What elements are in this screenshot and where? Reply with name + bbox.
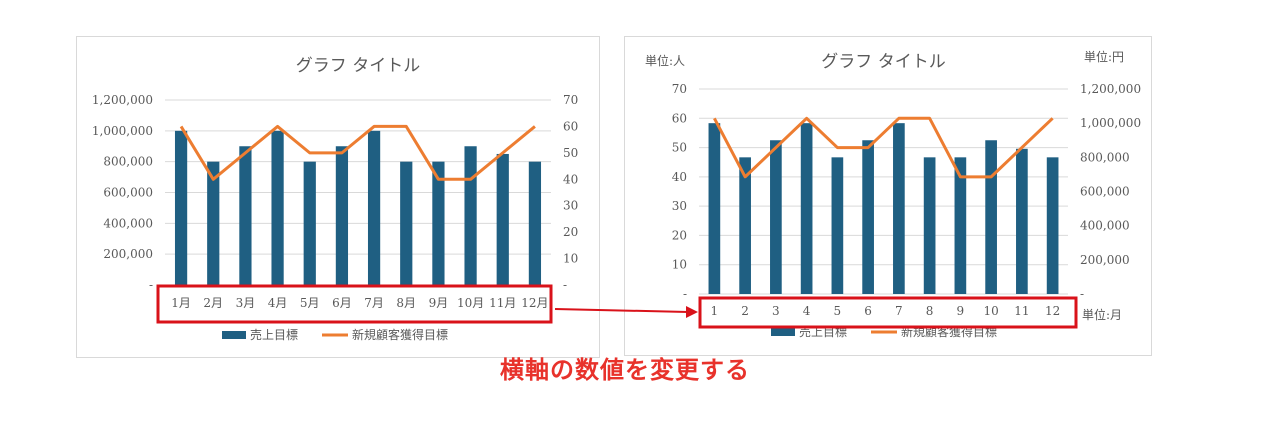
x-tick-label: 9 — [957, 304, 965, 318]
bar — [1016, 148, 1028, 294]
caption-text: 横軸の数値を変更する — [500, 356, 750, 384]
bar — [271, 130, 284, 285]
x-tick-label: 2月 — [203, 296, 223, 310]
y-right-tick-label: 30 — [563, 199, 578, 213]
chart-title: グラフ タイトル — [821, 52, 945, 72]
highlight-box-right — [698, 296, 1078, 329]
arrow-shaft — [554, 308, 689, 313]
y-left-tick-label: 10 — [672, 258, 687, 272]
bar — [528, 161, 542, 285]
bar — [367, 130, 381, 285]
x-tick-label: 11月 — [489, 296, 516, 310]
bar — [303, 161, 316, 285]
y-left-tick-label: 40 — [672, 170, 687, 184]
bar — [739, 157, 751, 294]
chart-left: グラフ タイトル - 200,000 400,000 600,000 800,000 1,0… — [92, 56, 578, 342]
legend-label-bar: 売上目標 — [250, 327, 298, 342]
y-left-tick-label: 1,000,000 — [92, 124, 153, 138]
x-tick-label: 9月 — [429, 296, 449, 310]
x-tick-label: 10 — [983, 304, 998, 318]
x-tick-label: 8月 — [396, 296, 416, 310]
y-left-tick-label: 60 — [672, 111, 687, 125]
y-left-tick-label: - — [683, 287, 687, 301]
x-tick-label: 12月 — [521, 296, 548, 310]
x-tick-label: 12 — [1045, 304, 1060, 318]
x-tick-label: 5月 — [300, 296, 320, 310]
y-left-tick-label: 400,000 — [103, 216, 153, 230]
y-right-tick-label: 40 — [563, 172, 578, 186]
bar — [174, 130, 188, 285]
chart-panel-right: グラフ タイトル - 10 20 30 40 50 60 70 - 200,000 400,000 60… — [624, 36, 1152, 356]
legend-swatch-bar — [222, 331, 246, 339]
bar — [893, 123, 905, 295]
x-tick-label: 4 — [803, 304, 811, 318]
y-left-tick-label: 30 — [672, 199, 687, 213]
bar — [1046, 157, 1059, 294]
y-right-tick-label: 800,000 — [1080, 150, 1130, 164]
series-line — [179, 124, 536, 181]
bar — [862, 140, 874, 294]
y-left-tick-label: 50 — [672, 141, 687, 155]
bar — [770, 140, 782, 294]
y-left-tick-label: 600,000 — [103, 186, 153, 200]
legend-swatch-bar — [771, 328, 795, 336]
y-left-tick-label: 200,000 — [103, 247, 153, 261]
x-tick-label: 6 — [864, 304, 872, 318]
y-right-unit: 単位:円 — [1084, 49, 1124, 64]
bar — [239, 146, 252, 285]
x-unit: 単位:月 — [1082, 307, 1122, 322]
chart-title: グラフ タイトル — [296, 56, 420, 76]
x-tick-label: 4月 — [268, 296, 288, 310]
y-right-tick-label: 400,000 — [1080, 219, 1130, 233]
bar — [400, 161, 413, 285]
y-right-tick-label: - — [1080, 287, 1084, 301]
y-right-tick-label: 200,000 — [1080, 253, 1130, 267]
bar — [800, 123, 813, 295]
chart-panel-left: グラフ タイトル - 200,000 400,000 600,000 800,000 1,0… — [76, 36, 600, 358]
x-tick-label: 7月 — [364, 296, 384, 310]
y-right-tick-label: 10 — [563, 252, 578, 266]
y-right-tick-label: 50 — [563, 146, 578, 160]
legend-label-line: 新規顧客獲得目標 — [352, 327, 448, 342]
x-tick-label: 6月 — [332, 296, 352, 310]
bar — [923, 157, 936, 294]
x-tick-label: 7 — [895, 304, 903, 318]
bar — [335, 146, 349, 285]
bar — [985, 140, 997, 294]
bar — [464, 146, 477, 285]
y-right-tick-label: 60 — [563, 119, 578, 133]
x-tick-label: 11 — [1014, 304, 1029, 318]
x-tick-label: 3 — [772, 304, 780, 318]
bar — [432, 161, 445, 285]
x-tick-label: 5 — [834, 304, 842, 318]
highlight-box-left — [156, 284, 553, 324]
y-left-tick-label: - — [149, 278, 153, 292]
y-right-tick-label: - — [563, 278, 567, 292]
bar — [831, 157, 844, 294]
chart-right: グラフ タイトル - 10 20 30 40 50 60 70 - 200,000 400,000 60… — [645, 49, 1141, 339]
y-right-tick-label: 70 — [563, 93, 578, 107]
y-right-tick-label: 20 — [563, 225, 578, 239]
y-left-tick-label: 70 — [672, 82, 687, 96]
x-tick-label: 1 — [711, 304, 719, 318]
y-right-tick-label: 1,000,000 — [1080, 116, 1141, 130]
y-left-tick-label: 800,000 — [103, 155, 153, 169]
bar — [207, 161, 220, 285]
y-left-tick-label: 20 — [672, 228, 687, 242]
bar — [496, 153, 509, 285]
x-tick-label: 2 — [741, 304, 749, 318]
x-tick-label: 8 — [926, 304, 934, 318]
y-right-tick-label: 1,200,000 — [1080, 82, 1141, 96]
arrow-head — [686, 306, 698, 318]
x-tick-label: 1月 — [171, 296, 191, 310]
y-left-tick-label: 1,200,000 — [92, 93, 153, 107]
x-tick-label: 10月 — [457, 296, 484, 310]
bar — [708, 123, 721, 295]
y-right-tick-label: 600,000 — [1080, 185, 1130, 199]
series-line — [713, 116, 1054, 179]
bar — [954, 157, 967, 294]
y-left-unit: 単位:人 — [645, 53, 685, 68]
x-tick-label: 3月 — [236, 296, 256, 310]
